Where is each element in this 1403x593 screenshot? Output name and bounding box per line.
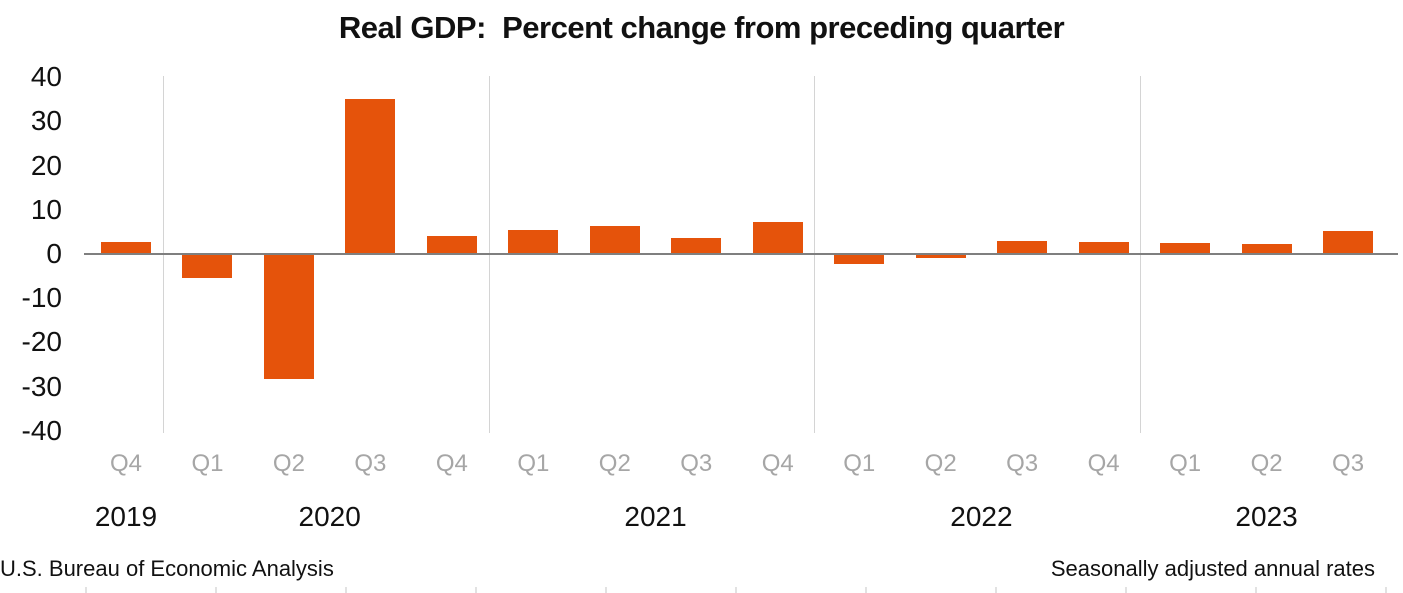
gdp-bar — [1241, 243, 1292, 253]
bottom-edge-tick — [1125, 587, 1127, 593]
bottom-edge-tick — [865, 587, 867, 593]
bottom-edge-tick — [735, 587, 737, 593]
y-axis-tick-label: 40 — [30, 61, 62, 93]
bottom-edge-tick — [605, 587, 607, 593]
y-axis-tick-label: -20 — [21, 326, 62, 358]
quarter-label: Q3 — [1006, 450, 1039, 477]
chart-title: Real GDP: Percent change from preceding … — [338, 10, 1065, 45]
quarter-label: Q3 — [354, 450, 387, 477]
gdp-bar — [1323, 231, 1374, 253]
year-label: 2023 — [1235, 501, 1298, 532]
source-note: U.S. Bureau of Economic Analysis — [0, 556, 334, 581]
bottom-edge-tick — [475, 587, 477, 593]
year-label: 2021 — [624, 501, 687, 532]
zero-axis-line — [84, 253, 1398, 255]
quarter-label: Q4 — [1087, 450, 1120, 477]
gdp-bar — [1078, 241, 1129, 253]
quarter-label: Q1 — [191, 450, 224, 477]
quarter-label: Q2 — [1250, 450, 1283, 477]
gdp-bar — [182, 255, 233, 279]
quarter-label: Q2 — [598, 450, 631, 477]
gdp-bar — [263, 255, 314, 379]
quarter-label: Q4 — [435, 450, 468, 477]
bottom-edge-tick — [1255, 587, 1257, 593]
y-axis-tick-label: 30 — [30, 105, 62, 137]
gdp-bar — [671, 238, 722, 253]
y-axis-tick-label: 10 — [30, 193, 62, 225]
quarter-label: Q2 — [924, 450, 957, 477]
gdp-bar — [508, 230, 559, 253]
bottom-edge-tick — [85, 587, 87, 593]
y-axis-tick-label: 0 — [46, 238, 62, 269]
gdp-bar — [834, 255, 885, 264]
bottom-edge-tick — [345, 587, 347, 593]
year-label: 2022 — [950, 501, 1013, 532]
quarter-label: Q1 — [517, 450, 550, 477]
gdp-bar — [345, 99, 396, 253]
adjustment-note: Seasonally adjusted annual rates — [1050, 556, 1375, 581]
gdp-bar — [589, 225, 640, 253]
bottom-edge-tick — [1385, 587, 1387, 593]
year-label: 2020 — [298, 501, 361, 532]
quarter-label: Q2 — [272, 450, 305, 477]
y-axis-tick-label: 20 — [30, 149, 62, 181]
y-axis-tick-label: -40 — [21, 414, 62, 446]
quarter-label: Q1 — [843, 450, 876, 477]
gdp-bar — [101, 241, 151, 253]
quarter-label: Q1 — [1169, 450, 1202, 477]
bottom-edge-tick — [215, 587, 217, 593]
gdp-bar — [915, 255, 966, 258]
year-label: 2019 — [94, 501, 158, 532]
bottom-edge-tick — [995, 587, 997, 593]
y-axis-tick-label: -10 — [21, 282, 62, 314]
y-axis-tick-label: -30 — [21, 370, 62, 402]
gdp-bar — [997, 241, 1048, 253]
quarter-label: Q4 — [761, 450, 794, 477]
quarter-label: Q3 — [1332, 450, 1365, 477]
gdp-bar — [1160, 243, 1211, 253]
quarter-label: Q4 — [109, 450, 142, 477]
gdp-bar — [752, 222, 803, 253]
gdp-bar — [426, 235, 477, 253]
quarter-label: Q3 — [680, 450, 713, 477]
